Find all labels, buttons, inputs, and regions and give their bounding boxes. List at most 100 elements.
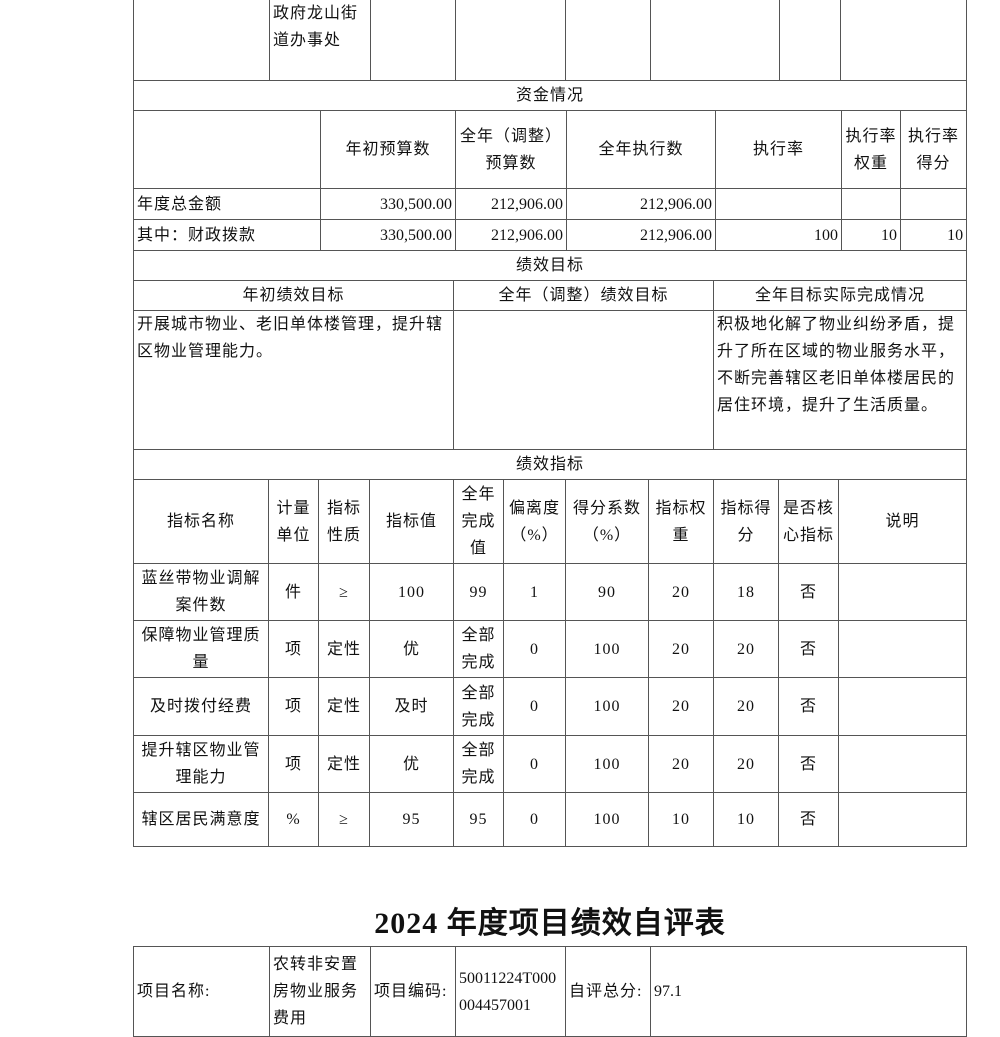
executed-amount: 212,906.00: [566, 219, 716, 251]
funds-row-fiscal: 其中：财政拨款 330,500.00 212,906.00 212,906.00…: [133, 219, 968, 251]
adjusted-budget: 212,906.00: [455, 188, 567, 220]
project-code-label: 项目编码:: [370, 946, 456, 1037]
indicator-cell: 优: [369, 735, 454, 793]
indicator-cell: 保障物业管理质量: [133, 620, 269, 678]
indicator-cell: 100: [565, 677, 649, 736]
indicator-cell: 90: [565, 563, 649, 621]
indicator-cell: 否: [778, 620, 839, 678]
indicator-cell: 20: [713, 735, 779, 793]
funds-row-total: 年度总金额 330,500.00 212,906.00 212,906.00: [133, 188, 968, 220]
implementing-unit: 政府龙山街道办事处: [269, 0, 371, 81]
funds-section-title: 资金情况: [132, 80, 968, 111]
indicator-cell: 100: [565, 735, 649, 793]
indicator-row: 保障物业管理质量项定性优全部完成 0 100 20 20 否: [133, 620, 968, 678]
indicator-row: 提升辖区物业管理能力项定性优全部完成 0 100 20 20 否: [133, 735, 968, 793]
indicator-cell: [837, 563, 968, 621]
indicator-cell: 20: [648, 563, 714, 621]
indicator-cell: 定性: [318, 735, 370, 793]
header-rate: 执行率: [715, 110, 842, 189]
indicator-cell: %: [268, 792, 319, 847]
indicator-cell: 20: [648, 677, 714, 736]
indicator-cell: 提升辖区物业管理能力: [133, 735, 269, 793]
indicator-cell: 10: [648, 792, 714, 847]
indicator-header: 指标得分: [713, 479, 779, 564]
indicator-cell: 蓝丝带物业调解案件数: [133, 563, 269, 621]
indicator-cell: 优: [369, 620, 454, 678]
indicator-cell: 全部完成: [453, 677, 504, 736]
indicator-cell: 全部完成: [453, 620, 504, 678]
indicator-cell: [837, 735, 968, 793]
indicator-cell: 项: [268, 677, 319, 736]
indicator-cell: 100: [565, 620, 649, 678]
indicator-cell: 100: [369, 563, 454, 621]
header-executed: 全年执行数: [566, 110, 716, 189]
indicator-cell: 95: [369, 792, 454, 847]
rate-score: 10: [899, 219, 968, 251]
indicator-cell: 否: [778, 792, 839, 847]
indicator-cell: 件: [268, 563, 319, 621]
indicator-cell: 20: [648, 735, 714, 793]
goals-table: 绩效目标 年初绩效目标 全年（调整）绩效目标 全年目标实际完成情况 开展城市物业…: [132, 250, 968, 450]
indicator-cell: 0: [503, 620, 566, 678]
indicator-header: 指标值: [369, 479, 454, 564]
indicator-cell: 0: [503, 792, 566, 847]
indicator-cell: 0: [503, 735, 566, 793]
adjusted-budget: 212,906.00: [455, 219, 567, 251]
indicator-cell: 否: [778, 735, 839, 793]
header-initial-budget: 年初预算数: [320, 110, 456, 189]
project-code: 50011224T000004457001: [455, 946, 566, 1037]
indicator-header: 指标性质: [318, 479, 370, 564]
indicator-cell: 100: [565, 792, 649, 847]
indicator-cell: 0: [503, 677, 566, 736]
adjusted-goal: [453, 310, 714, 450]
indicator-cell: [837, 792, 968, 847]
funds-table: 资金情况 年初预算数 全年（调整）预算数 全年执行数 执行率 执行率权重 执行率…: [132, 80, 968, 251]
indicator-cell: 20: [648, 620, 714, 678]
indicator-cell: 否: [778, 677, 839, 736]
indicator-cell: 定性: [318, 620, 370, 678]
indicator-cell: [837, 620, 968, 678]
rate-score: [899, 188, 968, 220]
header-adjusted-budget: 全年（调整）预算数: [455, 110, 567, 189]
executed-amount: 212,906.00: [566, 188, 716, 220]
indicator-header: 指标权重: [648, 479, 714, 564]
indicator-header: 偏离度（%）: [503, 479, 566, 564]
indicator-cell: 99: [453, 563, 504, 621]
indicators-table: 绩效指标 指标名称 计量单位 指标性质 指标值 全年完成值 偏离度（%） 得分系数（%） 指标…: [132, 449, 968, 847]
indicator-cell: 20: [713, 677, 779, 736]
indicator-cell: ≥: [318, 563, 370, 621]
indicator-header: 得分系数（%）: [565, 479, 649, 564]
indicator-row: 辖区居民满意度% ≥95 95 0 100 10 10 否: [133, 792, 968, 847]
project-name: 农转非安置房物业服务费用: [269, 946, 371, 1037]
header-adjusted-goal: 全年（调整）绩效目标: [453, 280, 714, 311]
indicator-cell: ≥: [318, 792, 370, 847]
goals-section-title: 绩效目标: [132, 250, 968, 281]
rate-weight: 10: [841, 219, 901, 251]
indicator-cell: 否: [778, 563, 839, 621]
execution-rate: [715, 188, 842, 220]
indicator-cell: 项: [268, 620, 319, 678]
project-name-label: 项目名称:: [133, 946, 270, 1037]
indicator-cell: 及时: [369, 677, 454, 736]
self-eval-score: 97.1: [650, 946, 967, 1037]
indicator-cell: 辖区居民满意度: [133, 792, 269, 847]
indicator-header: 是否核心指标: [778, 479, 839, 564]
indicator-cell: 95: [453, 792, 504, 847]
initial-goal: 开展城市物业、老旧单体楼管理，提升辖区物业管理能力。: [133, 310, 454, 450]
indicator-cell: 10: [713, 792, 779, 847]
header-initial-goal: 年初绩效目标: [133, 280, 454, 311]
initial-budget: 330,500.00: [320, 219, 456, 251]
indicator-cell: 20: [713, 620, 779, 678]
indicator-header: 全年完成值: [453, 479, 504, 564]
indicator-cell: [837, 677, 968, 736]
header-rate-weight: 执行率权重: [841, 110, 901, 189]
indicator-row: 及时拨付经费项定性 及时 全部完成 0 100 20 20 否: [133, 677, 968, 736]
row-label: 其中：财政拨款: [133, 219, 321, 251]
empty-cell: [133, 0, 270, 81]
top-row-table: 政府龙山街道办事处: [133, 0, 967, 81]
next-form-title: 2024 年度项目绩效自评表: [374, 907, 726, 940]
indicator-cell: 定性: [318, 677, 370, 736]
indicator-header: 说明: [837, 479, 968, 564]
indicator-cell: 全部完成: [453, 735, 504, 793]
indicator-cell: 1: [503, 563, 566, 621]
